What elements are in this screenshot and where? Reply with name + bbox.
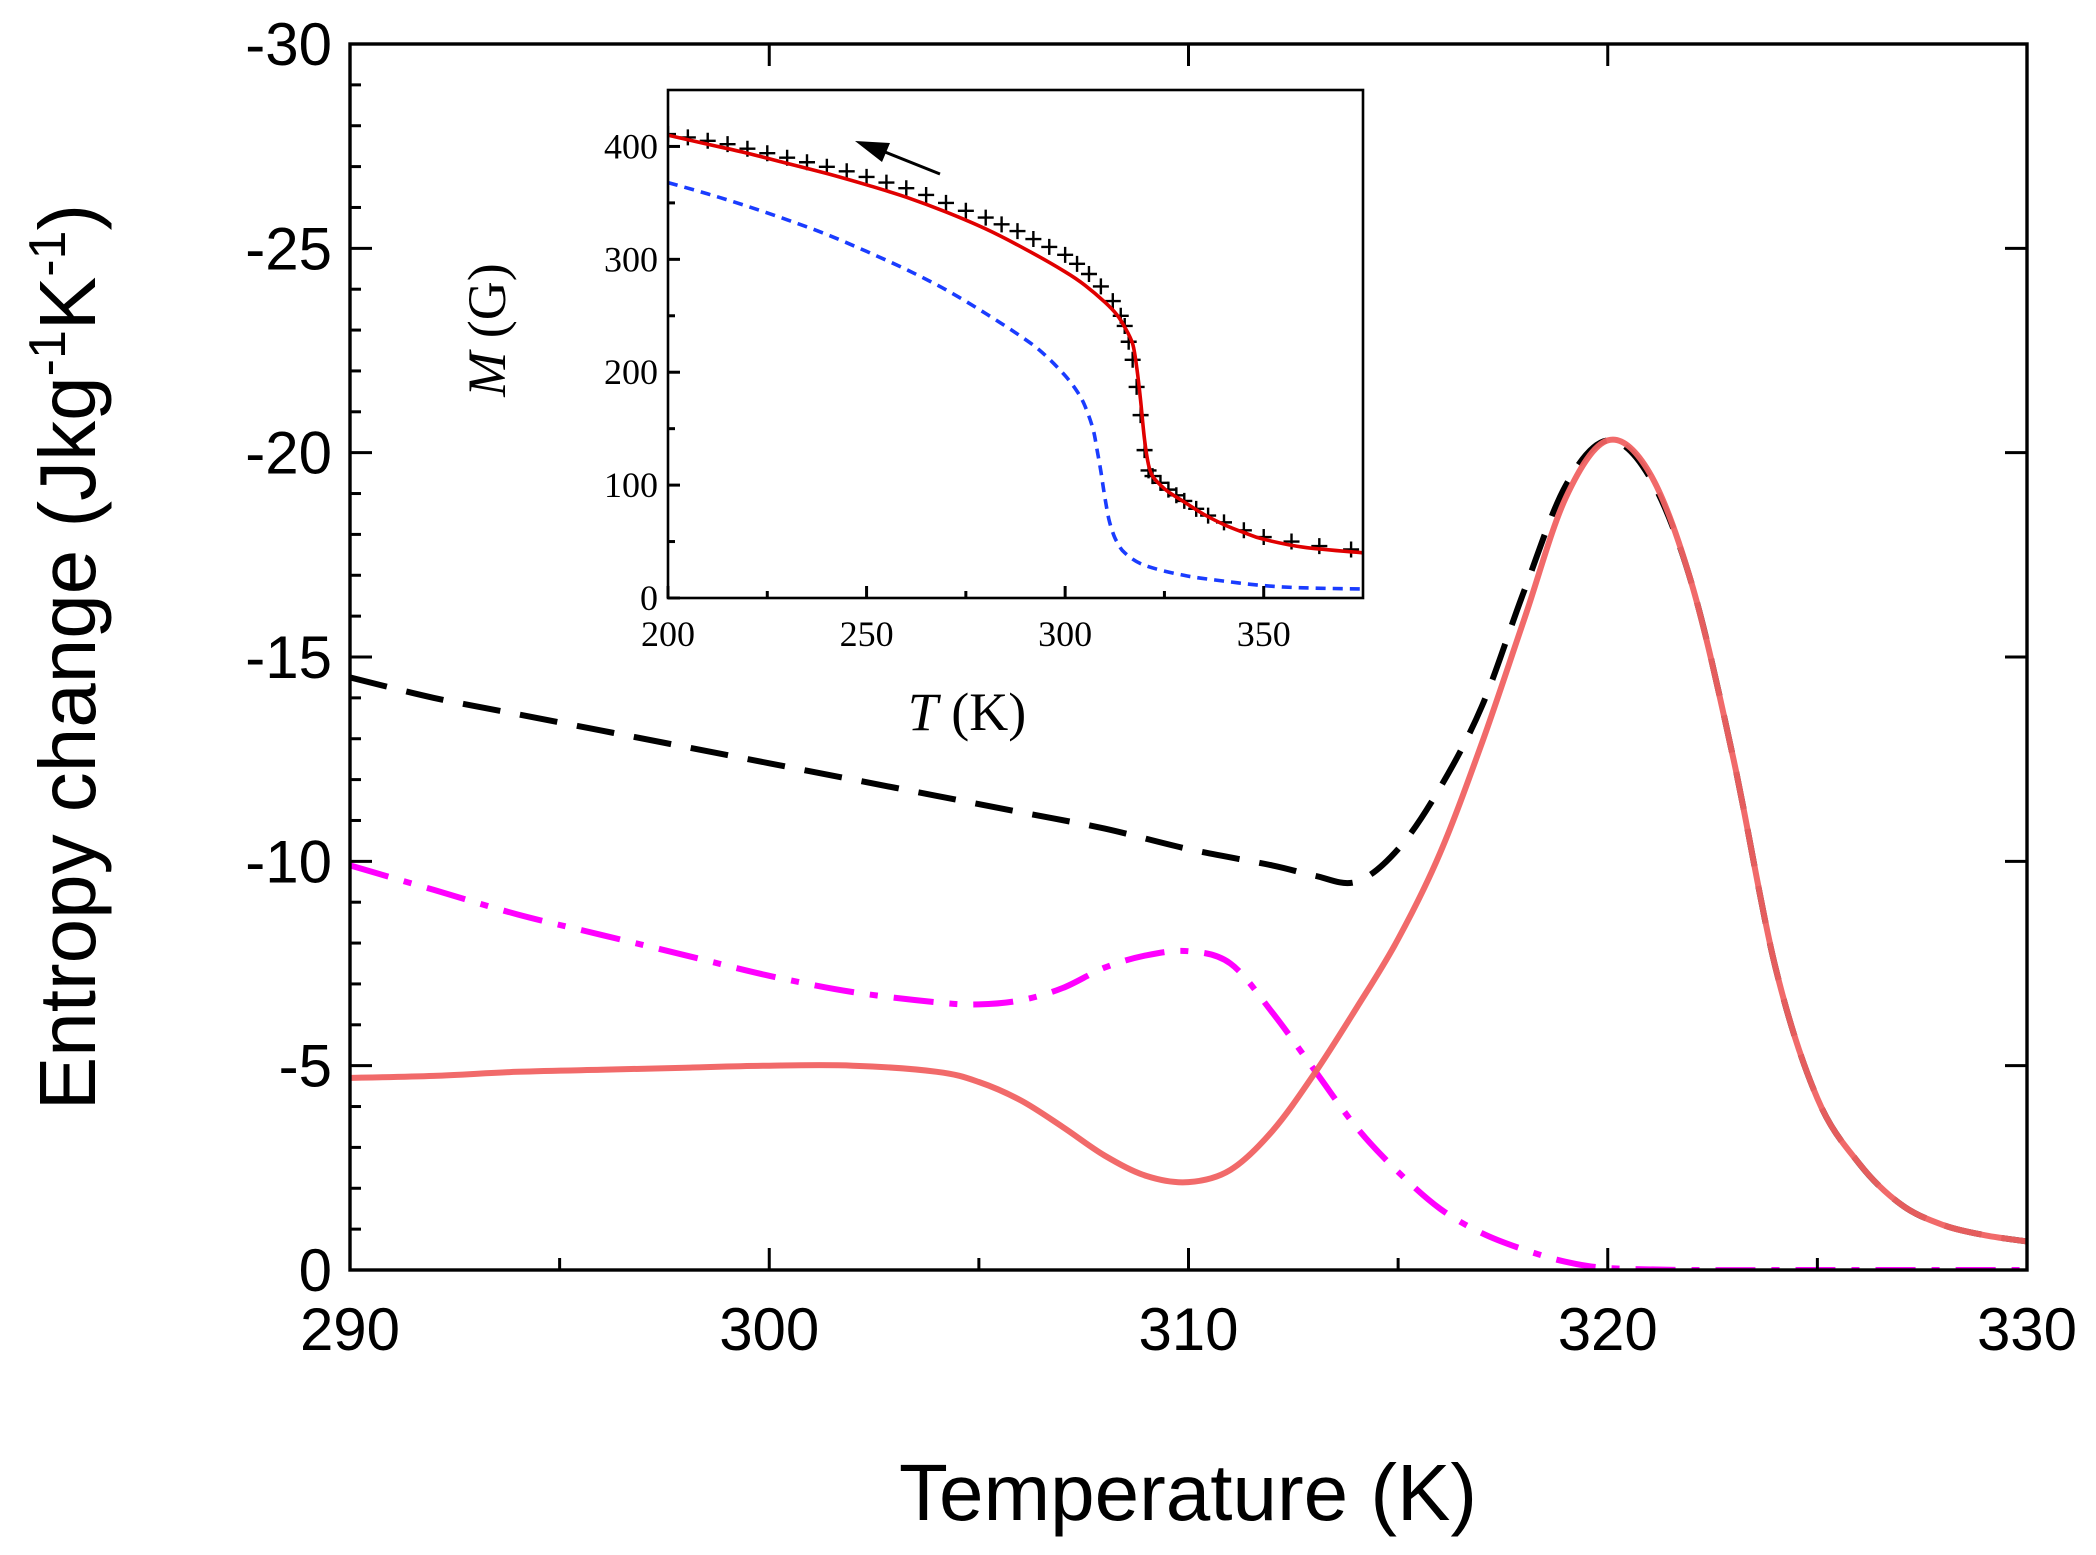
inset-data-point — [878, 174, 895, 191]
main-x-axis-label: Temperature (K) — [899, 1448, 1477, 1537]
inset-y-label-symbol: M — [457, 349, 517, 398]
y-label-exponent-2: -1 — [19, 231, 77, 277]
inset-y-label-unit: (G) — [457, 263, 517, 351]
inset-data-point — [858, 168, 875, 185]
inset-data-point — [1104, 293, 1121, 310]
inset-data-point — [993, 216, 1010, 233]
main-ticks: 290 300 310 320 330 0 -5 -10 -15 -20 -25 -30 — [245, 11, 2077, 1363]
inset-y-tick-label: 100 — [604, 465, 658, 505]
main-y-tick-label: -20 — [245, 420, 332, 487]
inset-series-model-fit — [668, 133, 1363, 555]
inset-y-tick-label: 300 — [604, 239, 658, 279]
main-y-tick-label: 0 — [299, 1237, 332, 1304]
inset-x-label-symbol: T — [908, 682, 942, 742]
main-x-tick-label: 310 — [1138, 1296, 1238, 1363]
inset-series-dotted-model — [668, 180, 1363, 591]
inset-background — [668, 90, 1363, 598]
inset-data-point — [1092, 278, 1109, 295]
main-y-tick-label: -10 — [245, 828, 332, 895]
main-series-total-entropy-change — [350, 437, 2027, 1245]
y-label-unit-k: K — [23, 277, 112, 330]
main-y-tick-label: -5 — [279, 1033, 332, 1100]
main-x-tick-label: 300 — [719, 1296, 819, 1363]
inset-data-point — [1080, 266, 1097, 283]
inset-y-tick-label: 200 — [604, 352, 658, 392]
inset-data-point — [1128, 378, 1145, 395]
inset-plot-frame — [666, 88, 1365, 600]
main-series-component-1 — [350, 862, 2027, 1270]
main-x-tick-label: 330 — [1977, 1296, 2077, 1363]
main-series-component-2 — [350, 436, 2027, 1245]
inset-data-point — [1025, 231, 1042, 248]
inset-arrow-head — [855, 141, 890, 162]
inset-data-point — [699, 132, 716, 149]
main-y-tick-label: -30 — [245, 11, 332, 78]
inset-x-label-unit: (K) — [938, 682, 1026, 742]
inset-data-point — [1041, 238, 1058, 255]
main-y-axis-label: Entropy change (Jkg-1K-1) — [19, 204, 112, 1110]
inset-data-point — [1311, 538, 1328, 555]
main-series-layer — [350, 436, 2027, 1270]
inset-data-point — [838, 163, 855, 180]
inset-x-tick-label: 350 — [1237, 614, 1291, 654]
inset-x-tick-label: 200 — [641, 614, 695, 654]
inset-y-axis-label: M (G) — [457, 263, 517, 397]
inset-ticks: 200 250 300 350 0 100 200 300 400 — [604, 126, 1291, 654]
inset-data-point — [918, 186, 935, 203]
main-y-tick-label: -25 — [245, 215, 332, 282]
inset-data-point — [1009, 223, 1026, 240]
inset-arrow — [855, 141, 941, 176]
inset-data-point — [898, 180, 915, 197]
inset-y-tick-label: 400 — [604, 126, 658, 166]
inset-x-tick-label: 300 — [1038, 614, 1092, 654]
y-label-base: Entropy change (Jkg — [23, 376, 112, 1110]
main-x-tick-label: 320 — [1558, 1296, 1658, 1363]
inset-x-tick-label: 250 — [840, 614, 894, 654]
inset-series-layer — [668, 90, 1363, 598]
y-label-exponent-1: -1 — [19, 330, 77, 376]
inset-data-point — [1343, 541, 1360, 558]
inset-data-point — [1069, 255, 1086, 272]
inset-data-point — [1124, 351, 1141, 368]
main-y-tick-label: -15 — [245, 624, 332, 691]
inset-y-tick-label: 0 — [640, 578, 658, 618]
y-label-close: ) — [23, 204, 112, 231]
main-x-tick-label: 290 — [300, 1296, 400, 1363]
inset-arrow-shaft — [884, 150, 941, 176]
inset-x-axis-label: T (K) — [908, 682, 1027, 742]
inset-data-point — [957, 202, 974, 219]
inset-data-point — [1057, 246, 1074, 263]
inset-data-point — [938, 194, 954, 211]
inset-chart: 200 250 300 350 0 100 200 300 400 T (K) M (G) — [457, 88, 1365, 742]
inset-data-point — [977, 209, 994, 226]
inset-data-point — [668, 126, 676, 143]
